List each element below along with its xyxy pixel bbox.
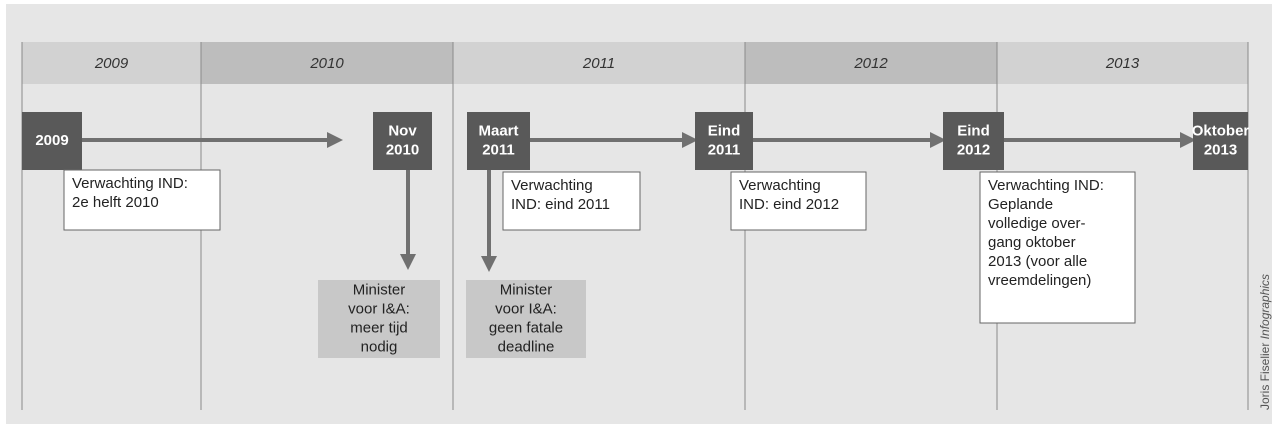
minister-box-text: meer tijd (350, 319, 408, 336)
milestone-text: Maart (478, 122, 518, 139)
note-text: 2e helft 2010 (72, 194, 159, 211)
note-text: 2013 (voor alle (988, 253, 1087, 270)
year-band (22, 42, 201, 84)
credit-label: Infographics (1258, 274, 1272, 339)
year-label: 2010 (309, 55, 344, 72)
milestone-text: Eind (708, 122, 741, 139)
year-label: 2012 (853, 55, 888, 72)
note-text: Verwachting IND: (72, 175, 188, 192)
milestone-text: 2013 (1204, 141, 1237, 158)
year-band (997, 42, 1248, 84)
note (63, 169, 221, 231)
year-label: 2013 (1105, 55, 1140, 72)
year-band (453, 42, 745, 84)
minister-box-text: nodig (361, 338, 398, 355)
note-text: gang oktober (988, 234, 1076, 251)
minister-box (466, 280, 586, 358)
note-text: volledige over- (988, 215, 1086, 232)
minister-box (318, 280, 440, 358)
note (979, 171, 1136, 324)
note-text: Geplande (988, 196, 1053, 213)
minister-box-text: geen fatale (489, 319, 563, 336)
milestone-text: 2010 (386, 141, 419, 158)
milestone (943, 112, 1004, 170)
year-band (201, 42, 453, 84)
milestone (22, 112, 82, 170)
milestone-text: 2009 (35, 132, 68, 149)
note-text: Verwachting (739, 177, 821, 194)
year-label: 2009 (94, 55, 129, 72)
milestone-text: 2011 (708, 141, 741, 158)
credit: Joris Fiselier Infographics (1258, 274, 1272, 410)
minister-box-text: voor I&A: (348, 300, 410, 317)
minister-box-text: deadline (498, 338, 555, 355)
minister-box-text: Minister (500, 281, 553, 298)
note (730, 171, 867, 231)
note (502, 171, 641, 231)
milestone-text: 2011 (482, 141, 515, 158)
minister-box-text: Minister (353, 281, 406, 298)
milestone-text: 2012 (957, 141, 990, 158)
note-text: IND: eind 2012 (739, 196, 839, 213)
note-text: Verwachting IND: (988, 177, 1104, 194)
note-text: IND: eind 2011 (511, 196, 610, 213)
milestone-text: Eind (957, 122, 990, 139)
milestone-text: Oktober (1192, 122, 1250, 139)
milestone (695, 112, 753, 170)
year-band (745, 42, 997, 84)
milestone (1193, 112, 1248, 170)
credit-name: Joris Fiselier (1258, 343, 1272, 410)
note-text: Verwachting (511, 177, 593, 194)
year-label: 2011 (582, 55, 615, 72)
milestone (467, 112, 530, 170)
note-text: vreemdelingen) (988, 272, 1091, 289)
milestone-text: Nov (388, 122, 417, 139)
milestone (373, 112, 432, 170)
minister-box-text: voor I&A: (495, 300, 557, 317)
